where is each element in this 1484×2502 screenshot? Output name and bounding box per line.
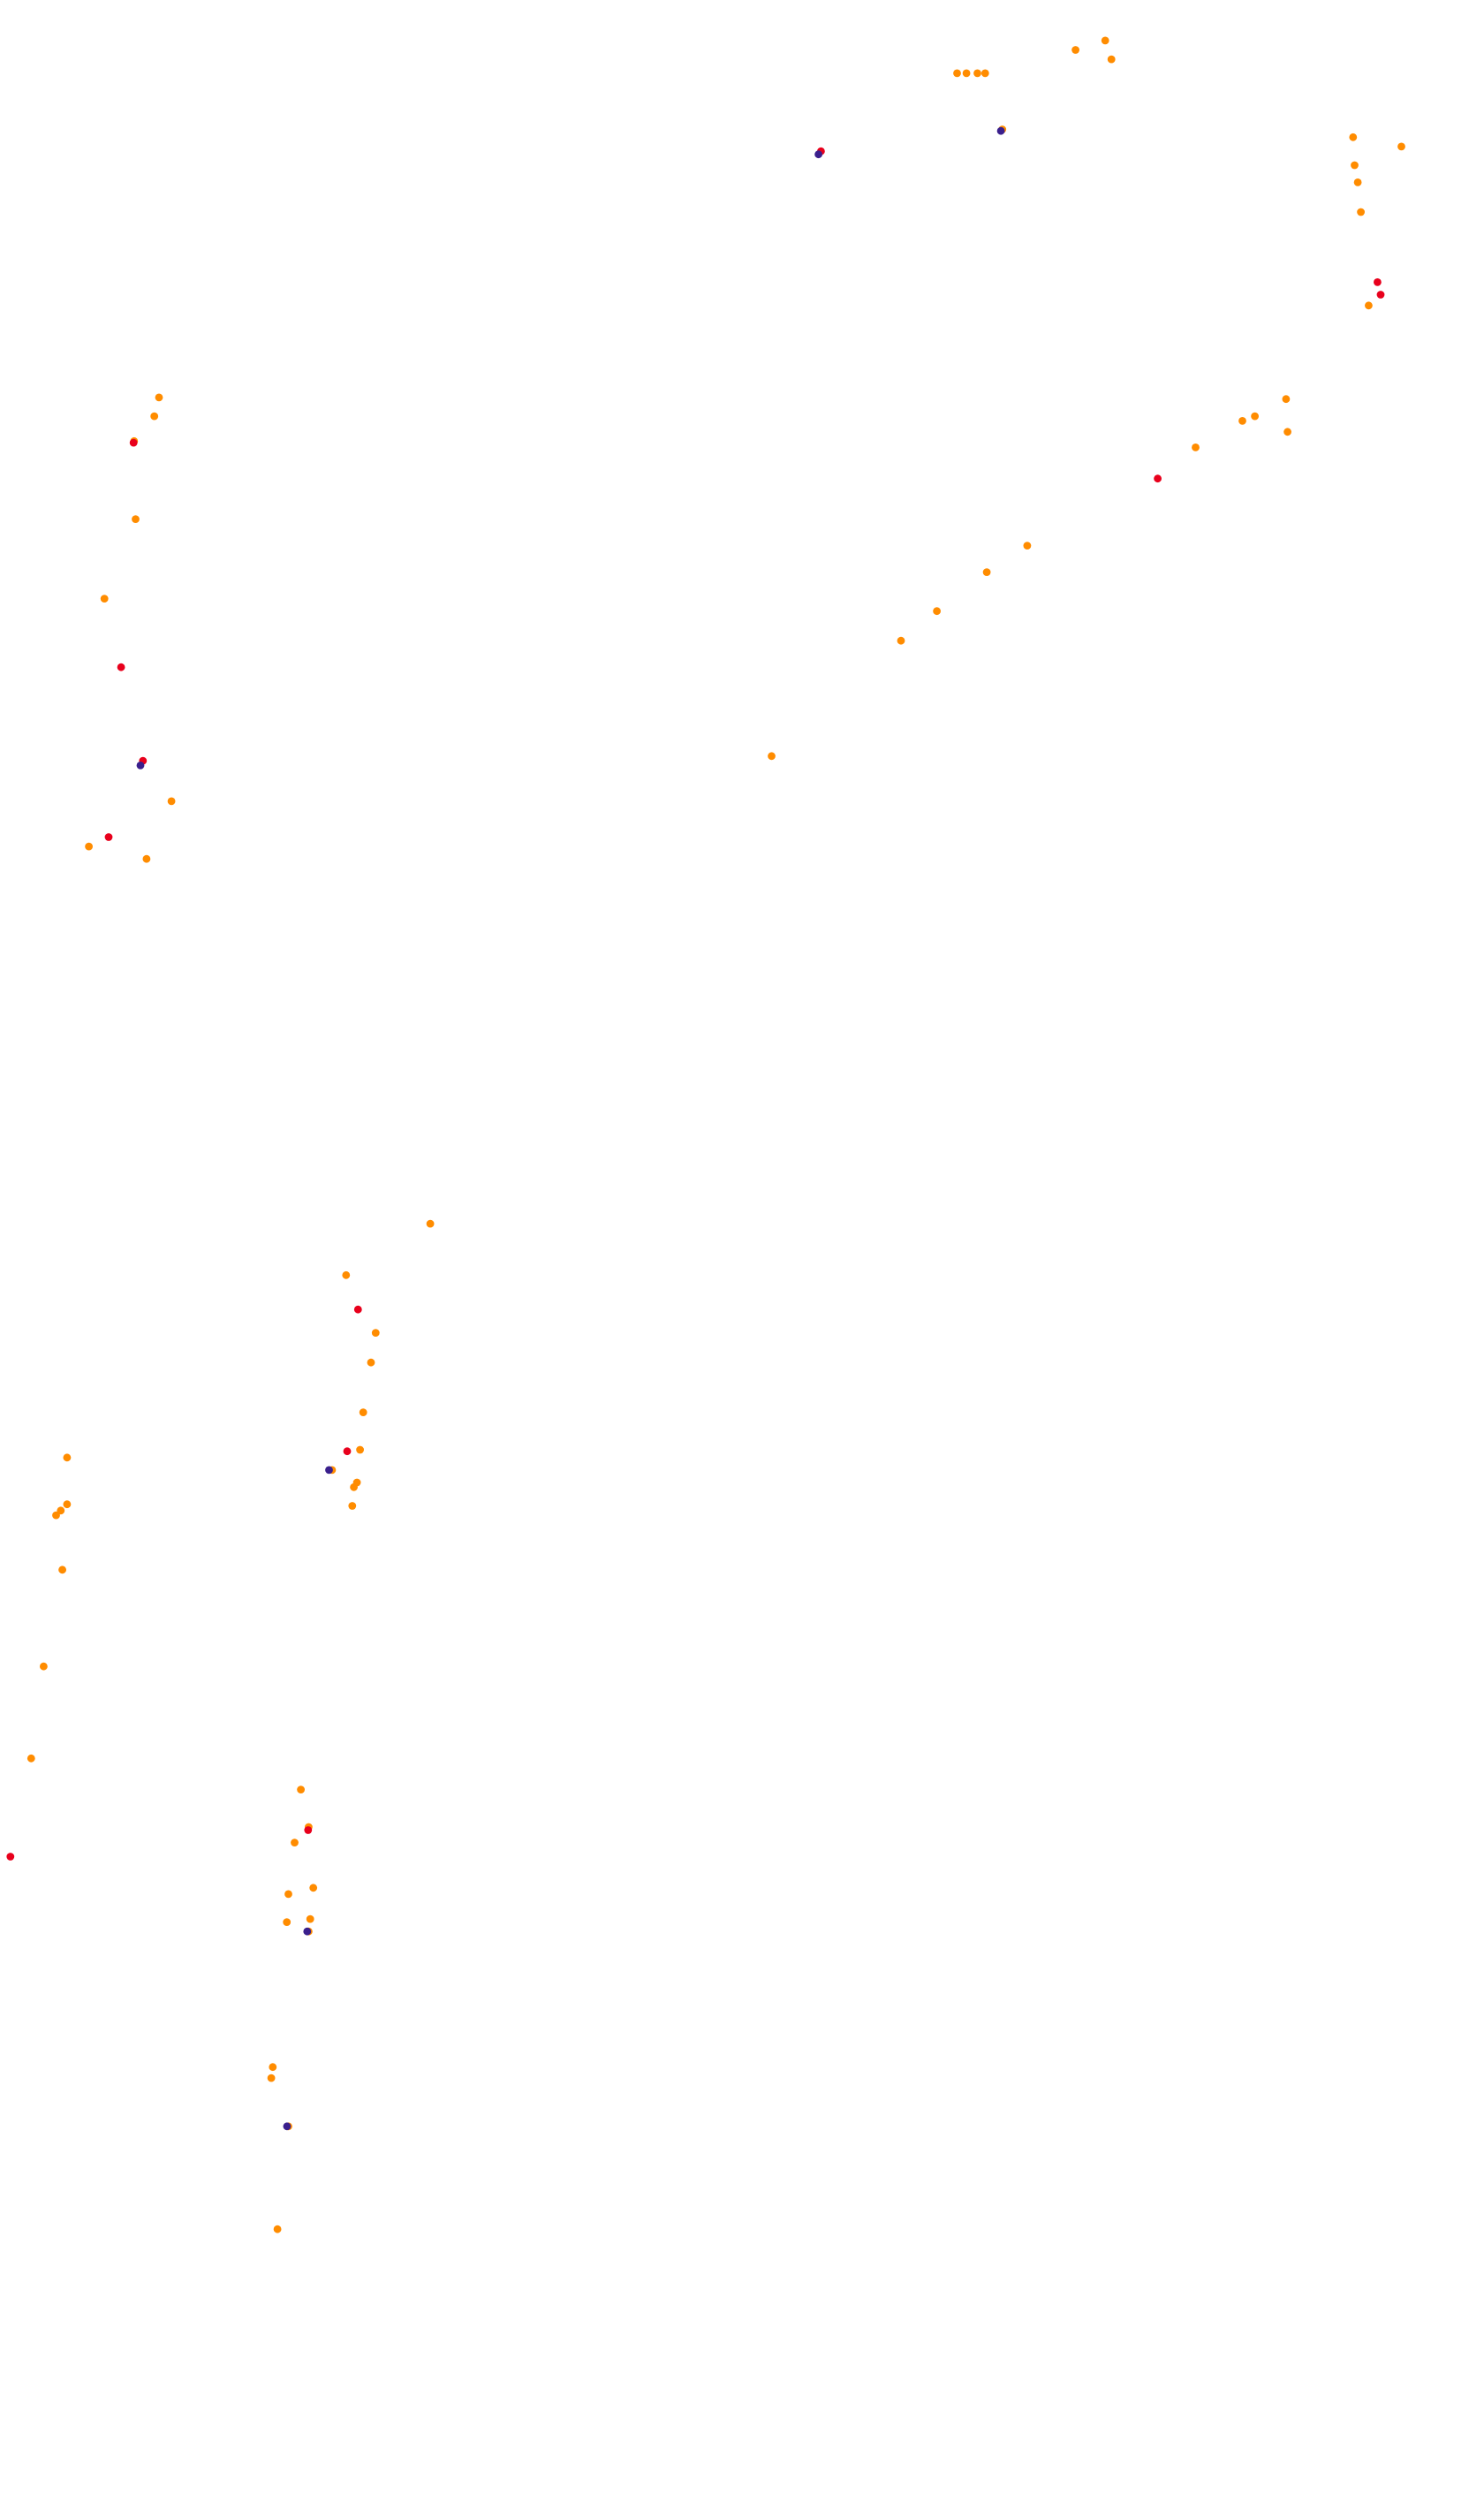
data-point-orange-48 xyxy=(26,1754,35,1763)
data-point-orange-24 xyxy=(155,393,163,402)
data-point-orange-13 xyxy=(1365,301,1373,310)
data-point-orange-55 xyxy=(283,1918,292,1927)
data-point-orange-54 xyxy=(306,1914,314,1923)
data-point-orange-21 xyxy=(933,607,941,616)
data-point-orange-33 xyxy=(342,1270,351,1279)
data-point-orange-42 xyxy=(63,1453,72,1462)
data-point-red-11 xyxy=(6,1853,15,1861)
data-point-red-5 xyxy=(117,663,125,671)
data-point-orange-52 xyxy=(309,1884,318,1892)
data-point-orange-15 xyxy=(1283,428,1291,436)
data-point-orange-6 xyxy=(1101,36,1109,45)
data-point-orange-43 xyxy=(63,1500,72,1509)
data-point-orange-19 xyxy=(1023,542,1032,550)
data-point-orange-16 xyxy=(1251,412,1259,421)
data-point-orange-5 xyxy=(1071,46,1079,54)
data-point-orange-51 xyxy=(291,1839,299,1847)
data-point-orange-2 xyxy=(973,69,981,78)
data-point-orange-32 xyxy=(426,1219,435,1228)
data-point-orange-7 xyxy=(1107,55,1116,64)
data-point-red-10 xyxy=(304,1826,313,1834)
data-point-orange-0 xyxy=(953,69,961,78)
data-point-orange-28 xyxy=(100,595,109,603)
data-point-red-2 xyxy=(1376,291,1385,299)
data-point-orange-58 xyxy=(267,2074,276,2082)
data-point-orange-22 xyxy=(897,636,905,645)
data-point-orange-35 xyxy=(367,1358,375,1367)
data-point-navy-0 xyxy=(814,150,822,159)
data-point-orange-49 xyxy=(297,1786,305,1793)
data-point-navy-5 xyxy=(996,126,1005,135)
data-point-orange-45 xyxy=(52,1511,60,1520)
data-point-orange-47 xyxy=(40,1662,48,1671)
data-point-orange-60 xyxy=(273,2225,282,2233)
data-point-orange-29 xyxy=(167,797,176,806)
data-point-orange-25 xyxy=(150,412,159,421)
data-points xyxy=(6,36,1405,2233)
data-point-orange-40 xyxy=(350,1482,358,1491)
data-point-orange-10 xyxy=(1351,161,1359,170)
data-point-orange-46 xyxy=(58,1566,66,1574)
data-point-red-1 xyxy=(1374,278,1382,286)
data-point-orange-1 xyxy=(962,69,971,78)
data-point-red-4 xyxy=(129,438,138,447)
data-point-orange-14 xyxy=(1282,395,1291,404)
data-point-orange-53 xyxy=(284,1890,292,1899)
data-point-orange-8 xyxy=(1349,133,1358,141)
data-point-red-9 xyxy=(343,1447,352,1456)
data-point-orange-23 xyxy=(768,752,776,761)
data-point-navy-3 xyxy=(303,1927,312,1936)
data-point-red-7 xyxy=(104,833,113,841)
data-point-orange-17 xyxy=(1238,417,1246,425)
data-point-orange-3 xyxy=(980,69,989,78)
data-point-navy-2 xyxy=(325,1466,333,1475)
data-point-orange-30 xyxy=(85,842,93,851)
data-point-orange-34 xyxy=(371,1329,380,1337)
data-point-navy-1 xyxy=(136,762,145,770)
data-point-orange-9 xyxy=(1397,142,1405,151)
data-point-red-3 xyxy=(1154,474,1162,483)
series-navy xyxy=(136,126,1005,2131)
data-point-navy-4 xyxy=(283,2122,292,2131)
data-point-orange-36 xyxy=(359,1408,367,1416)
data-point-orange-37 xyxy=(356,1445,364,1454)
data-point-red-8 xyxy=(353,1305,362,1314)
data-point-orange-57 xyxy=(269,2063,277,2072)
data-point-orange-11 xyxy=(1353,178,1362,186)
data-point-orange-41 xyxy=(348,1502,357,1510)
data-point-orange-18 xyxy=(1192,444,1200,451)
data-point-orange-20 xyxy=(982,568,991,576)
data-point-orange-12 xyxy=(1357,208,1365,216)
data-point-orange-27 xyxy=(132,515,140,523)
data-point-orange-31 xyxy=(142,854,151,863)
